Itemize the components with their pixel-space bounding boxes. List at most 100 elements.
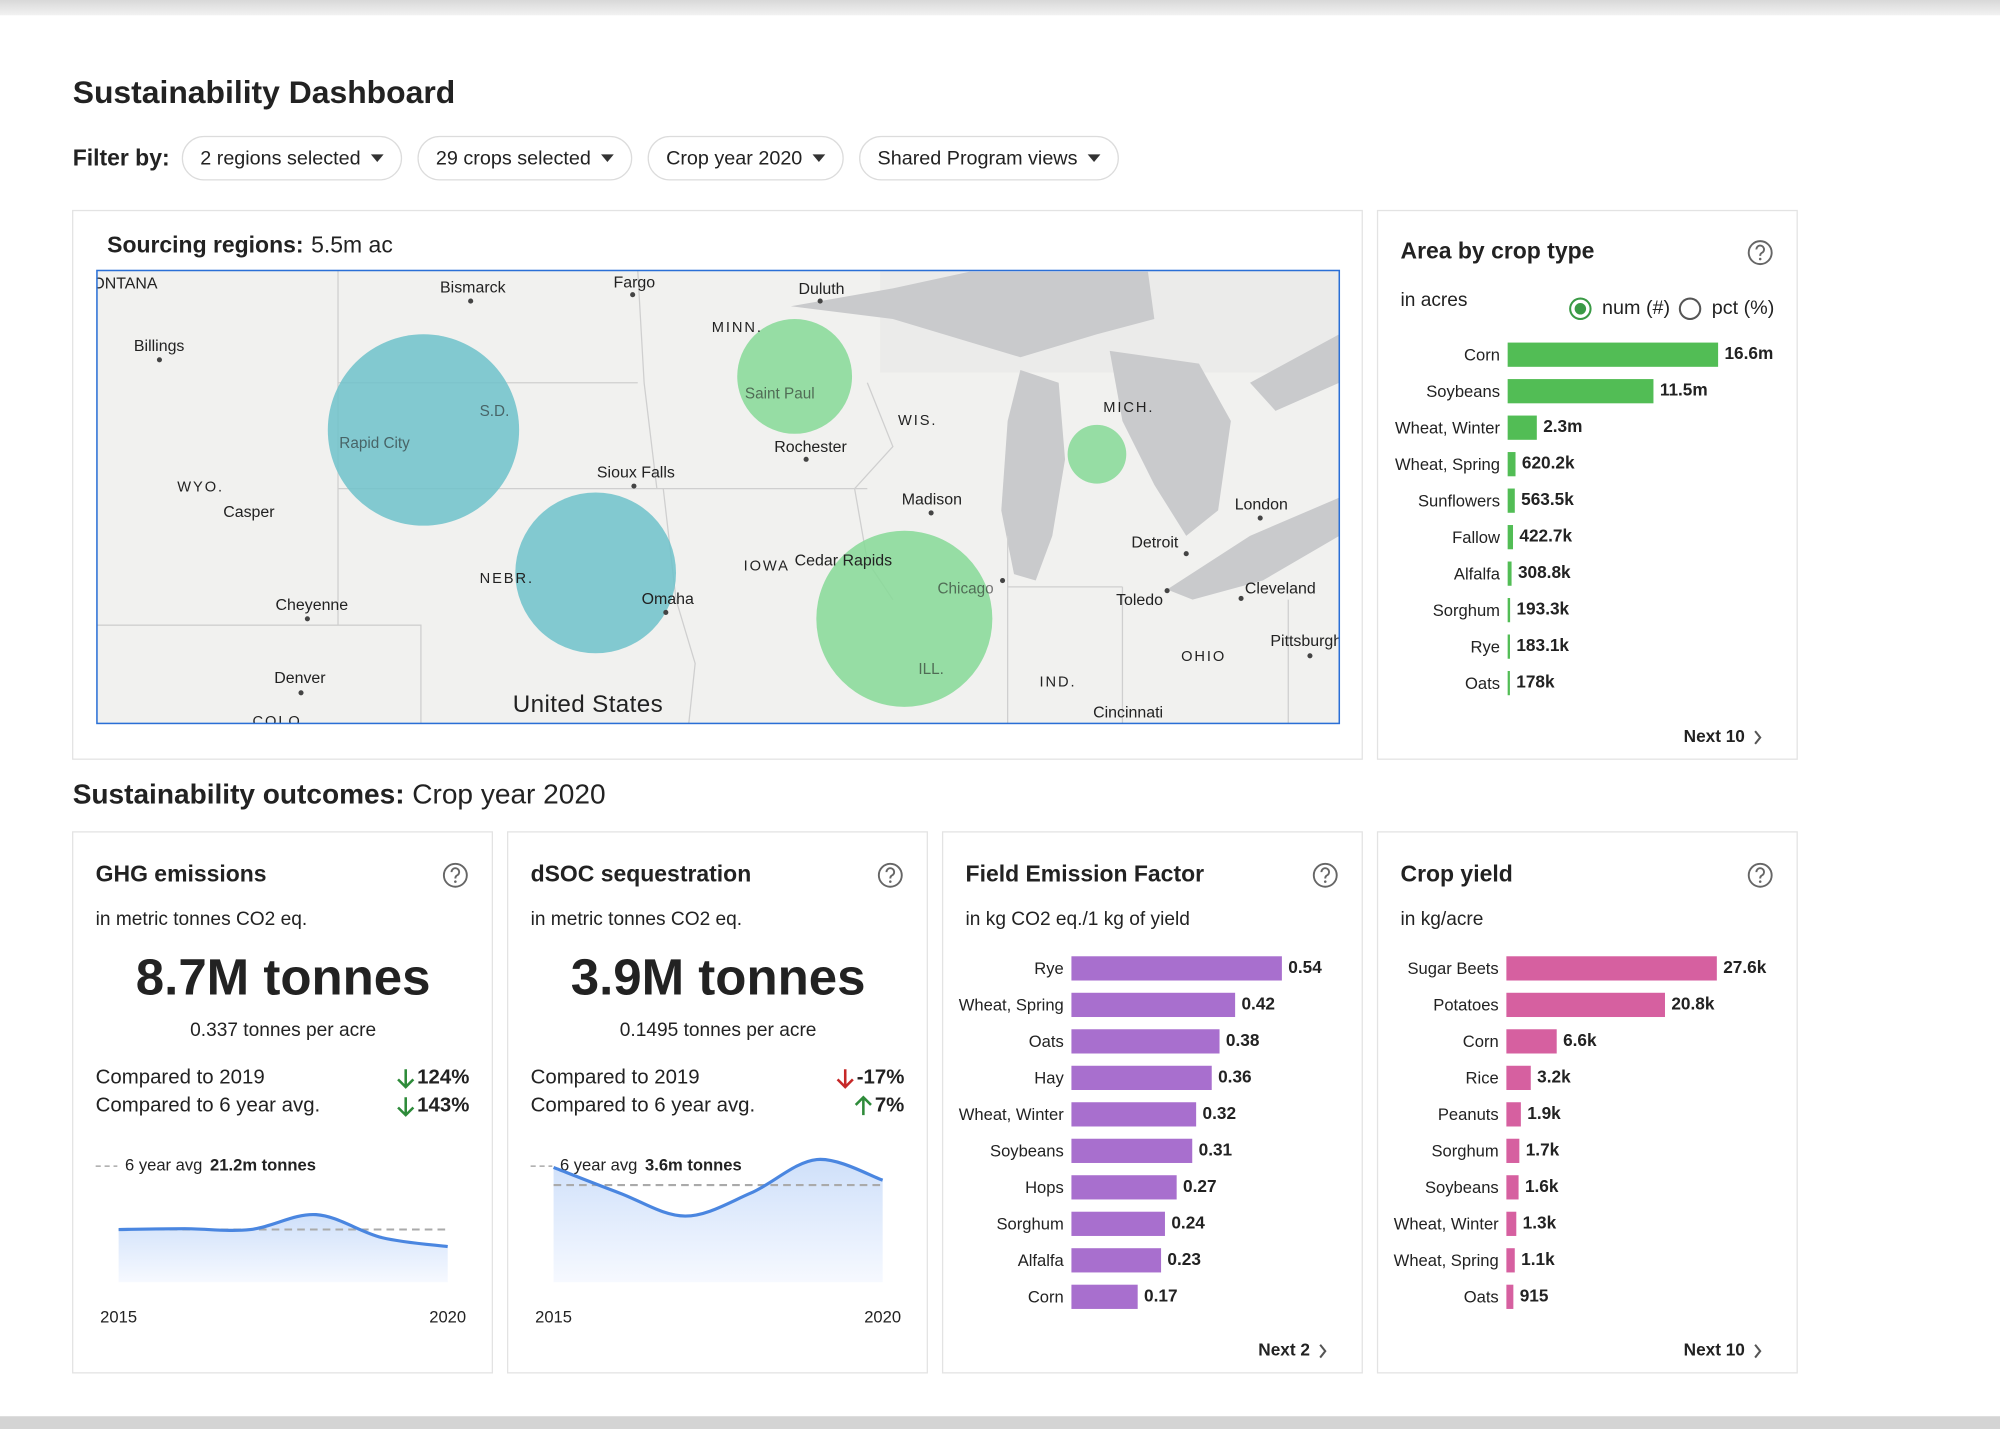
map-title: Sourcing regions: (107, 231, 303, 257)
help-glyph[interactable] (1755, 867, 1765, 879)
region-bubble (1067, 424, 1127, 484)
city-dot (1183, 551, 1189, 557)
city-dot (1000, 577, 1006, 584)
next-label[interactable]: Next 2 (1258, 1340, 1310, 1360)
filter-dropdown[interactable]: Crop year 2020 (647, 135, 844, 181)
map-label: Billings (134, 338, 185, 355)
help-circle[interactable] (442, 862, 468, 888)
map-label: NEBR. (480, 571, 534, 587)
city-dot (803, 456, 809, 462)
radio-label[interactable]: num (#) (1602, 297, 1670, 319)
card-unit: in metric tonnes CO2 eq. (531, 909, 743, 930)
map-label: Detroit (1131, 535, 1179, 552)
dropdown-pill[interactable] (181, 135, 403, 181)
filter-dropdown[interactable]: 2 regions selected (181, 135, 403, 181)
bar (1071, 992, 1236, 1018)
dropdown-label[interactable]: Shared Program views (878, 148, 1078, 170)
help-dot[interactable] (889, 880, 892, 883)
dropdown-label[interactable]: 2 regions selected (200, 148, 360, 170)
card-title: dSOC sequestration (531, 860, 752, 886)
filter-dropdown[interactable]: 29 crops selected (417, 135, 633, 181)
radio[interactable] (1678, 297, 1702, 320)
filter-dropdown[interactable]: Shared Program views (859, 135, 1119, 181)
help-dot[interactable] (454, 880, 457, 883)
help-dot[interactable] (1758, 880, 1762, 883)
region-bubble (515, 492, 677, 654)
bar (1071, 956, 1282, 981)
help-icon[interactable] (1747, 240, 1773, 266)
help-circle[interactable] (1747, 240, 1773, 266)
help-dot[interactable] (1323, 880, 1327, 883)
map-label: WYO. (177, 479, 224, 495)
bar (1071, 1175, 1177, 1200)
dropdown-pill[interactable] (647, 135, 844, 181)
radio-label[interactable]: pct (%) (1712, 297, 1775, 319)
sparkline (552, 1157, 884, 1218)
kpi-value: 3.9M tonnes (571, 949, 866, 1006)
map-label: Cincinnati (1093, 704, 1163, 721)
sparkline-area (118, 1214, 448, 1283)
map-label: Fargo (614, 274, 656, 291)
bar (1506, 1065, 1531, 1090)
dropdown-caret[interactable] (1087, 154, 1101, 163)
map-label: Duluth (798, 281, 844, 298)
help-circle[interactable] (1747, 862, 1773, 888)
map-label: Pittsburgh (1270, 633, 1342, 650)
map-label: Rapid City (339, 435, 410, 452)
next-link[interactable]: Next 2 (1258, 1340, 1327, 1360)
map-label: Casper (223, 504, 275, 521)
bar (1506, 1029, 1557, 1054)
help-icon[interactable] (1312, 862, 1338, 888)
help-glyph[interactable] (1755, 244, 1765, 256)
dropdown-pill[interactable] (417, 135, 633, 181)
next-chevron[interactable] (1319, 1344, 1327, 1359)
next-link[interactable]: Next 10 (1684, 726, 1762, 746)
bar (1071, 1248, 1162, 1273)
radio-option[interactable]: pct (%) (1678, 297, 1775, 320)
next-link[interactable]: Next 10 (1684, 1340, 1762, 1360)
dropdown-caret[interactable] (812, 154, 826, 163)
map-label: London (1235, 496, 1288, 513)
card-unit: in metric tonnes CO2 eq. (96, 909, 308, 930)
help-icon[interactable] (877, 862, 903, 888)
dropdown-pill[interactable] (859, 135, 1119, 181)
bar-category: Sorghum (1431, 1142, 1498, 1161)
help-circle[interactable] (877, 862, 903, 888)
avg-legend-label: 6 year avg (125, 1156, 202, 1175)
bar-value-label: 6.6k (1563, 1030, 1597, 1050)
radio-option[interactable]: num (#) (1569, 297, 1670, 320)
city-dot (1307, 653, 1313, 659)
help-icon[interactable] (442, 862, 468, 888)
help-dot[interactable] (1758, 257, 1762, 261)
next-chevron[interactable] (1754, 1344, 1762, 1359)
help-glyph[interactable] (450, 867, 461, 879)
card-unit: in kg/acre (1401, 909, 1484, 930)
next-chevron[interactable] (1754, 730, 1762, 745)
next-label[interactable]: Next 10 (1684, 1340, 1745, 1360)
card (72, 831, 493, 1374)
help-glyph[interactable] (1320, 867, 1331, 879)
comparison-label: Compared to 6 year avg. (96, 1095, 321, 1117)
dropdown-caret[interactable] (601, 154, 614, 163)
comparison-value: 7% (875, 1095, 904, 1117)
dropdown-label[interactable]: Crop year 2020 (666, 148, 802, 170)
bar (1507, 488, 1515, 513)
bar-category: Potatoes (1433, 996, 1498, 1015)
help-icon[interactable] (1747, 862, 1773, 888)
help-circle[interactable] (1312, 862, 1338, 888)
bar-category: Peanuts (1438, 1105, 1499, 1124)
city-dot (468, 298, 474, 304)
map-label: MINN. (712, 320, 763, 336)
bar-value-label: 183.1k (1516, 635, 1569, 655)
help-glyph[interactable] (885, 867, 896, 879)
map-label: MONTANA (79, 276, 158, 293)
map-label: Sioux Falls (597, 465, 675, 482)
dropdown-caret[interactable] (370, 154, 384, 163)
radio-dot[interactable] (1574, 303, 1587, 315)
bar-value-label: 0.36 (1218, 1066, 1252, 1086)
comparison-arrow (836, 1069, 854, 1089)
dropdown-label[interactable]: 29 crops selected (436, 148, 591, 170)
city-dot (156, 357, 162, 363)
bar (1506, 1175, 1519, 1200)
next-label[interactable]: Next 10 (1684, 726, 1745, 746)
